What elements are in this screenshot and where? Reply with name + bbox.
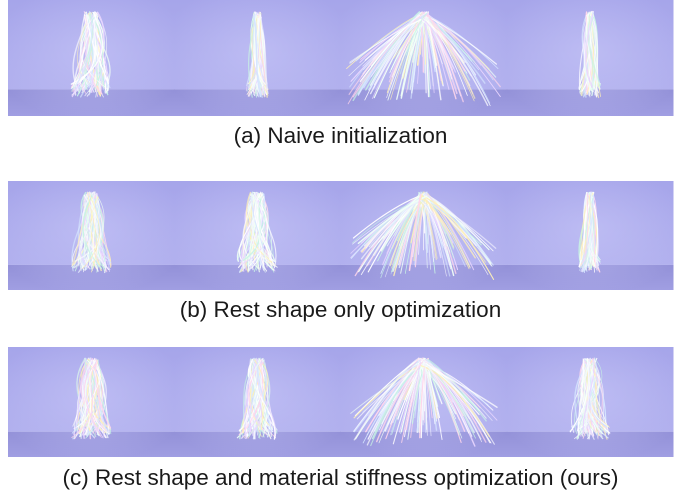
- figure: (a) Naive initialization (b) Rest shape …: [0, 0, 681, 496]
- render-image: [341, 181, 508, 290]
- render-image: [507, 0, 674, 116]
- caption: (c) Rest shape and material stiffness op…: [62, 465, 618, 490]
- render-image: [507, 347, 674, 457]
- caption: (a) Naive initialization: [234, 123, 448, 148]
- render-image: [174, 347, 341, 457]
- render-image: [174, 0, 341, 116]
- render-image: [8, 181, 175, 290]
- render-image: [341, 0, 508, 116]
- render-image: [8, 0, 175, 116]
- render-image: [341, 347, 508, 457]
- image-grid: [8, 0, 674, 457]
- render-image: [507, 181, 674, 290]
- render-image: [174, 181, 341, 290]
- caption: (b) Rest shape only optimization: [180, 297, 501, 322]
- render-image: [8, 347, 175, 457]
